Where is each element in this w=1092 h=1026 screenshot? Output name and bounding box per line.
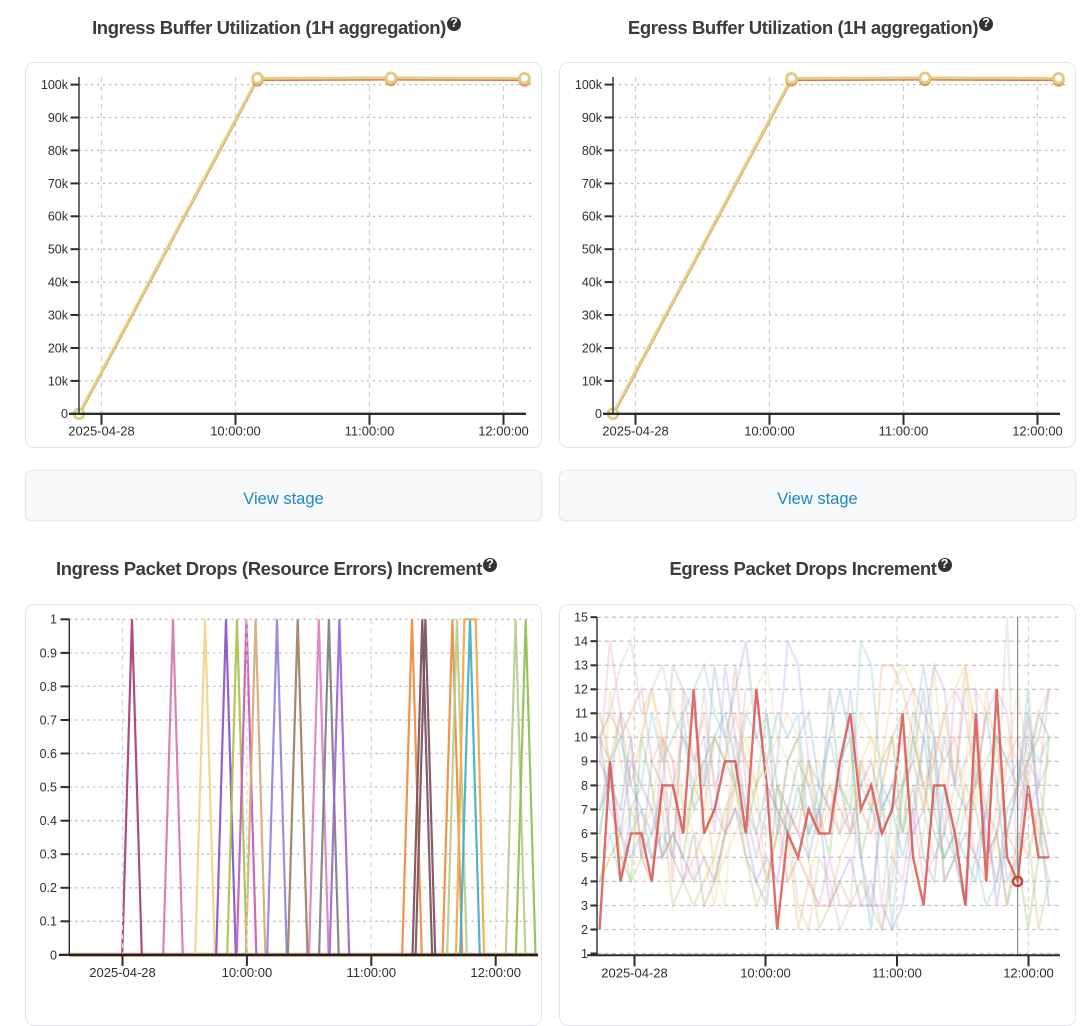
svg-text:20k: 20k	[48, 341, 69, 355]
svg-text:10: 10	[574, 731, 588, 745]
svg-text:10:00:00: 10:00:00	[210, 423, 261, 438]
svg-text:9: 9	[581, 755, 588, 769]
svg-text:6: 6	[581, 827, 588, 841]
svg-text:100k: 100k	[41, 78, 69, 92]
svg-text:0.8: 0.8	[40, 680, 57, 694]
svg-text:10:00:00: 10:00:00	[744, 423, 795, 438]
svg-text:15: 15	[574, 611, 588, 625]
svg-text:70k: 70k	[582, 177, 603, 191]
svg-text:2025-04-28: 2025-04-28	[601, 965, 668, 980]
svg-text:11:00:00: 11:00:00	[879, 423, 929, 438]
svg-text:11:00:00: 11:00:00	[346, 965, 396, 980]
svg-text:10k: 10k	[582, 374, 603, 388]
svg-text:0: 0	[61, 407, 68, 421]
svg-text:10k: 10k	[48, 374, 69, 388]
svg-text:100k: 100k	[575, 78, 603, 92]
svg-text:30k: 30k	[582, 308, 603, 322]
svg-text:80k: 80k	[48, 144, 69, 158]
svg-text:60k: 60k	[582, 210, 603, 224]
svg-text:4: 4	[581, 875, 588, 889]
svg-text:10:00:00: 10:00:00	[222, 965, 273, 980]
svg-text:0.4: 0.4	[40, 814, 57, 828]
svg-text:40k: 40k	[582, 276, 603, 290]
svg-text:30k: 30k	[48, 308, 69, 322]
svg-text:60k: 60k	[48, 210, 69, 224]
svg-text:12:00:00: 12:00:00	[1003, 965, 1054, 980]
svg-text:0.3: 0.3	[40, 848, 57, 862]
svg-text:12: 12	[574, 683, 588, 697]
svg-text:2025-04-28: 2025-04-28	[89, 965, 156, 980]
svg-text:80k: 80k	[582, 144, 603, 158]
svg-text:0.9: 0.9	[40, 646, 57, 660]
svg-text:1: 1	[581, 947, 588, 961]
svg-text:0.6: 0.6	[40, 747, 57, 761]
svg-text:0.2: 0.2	[40, 881, 57, 895]
svg-text:7: 7	[581, 803, 588, 817]
svg-text:90k: 90k	[582, 111, 603, 125]
svg-text:40k: 40k	[48, 276, 69, 290]
svg-text:0.1: 0.1	[40, 915, 57, 929]
svg-text:20k: 20k	[582, 341, 603, 355]
svg-text:11: 11	[575, 707, 588, 721]
svg-text:90k: 90k	[48, 111, 69, 125]
svg-text:50k: 50k	[48, 243, 69, 257]
svg-text:12:00:00: 12:00:00	[470, 965, 521, 980]
svg-text:10:00:00: 10:00:00	[740, 965, 791, 980]
svg-text:1: 1	[50, 613, 57, 627]
svg-text:0: 0	[595, 407, 602, 421]
svg-text:3: 3	[581, 899, 588, 913]
svg-text:8: 8	[581, 779, 588, 793]
svg-text:70k: 70k	[48, 177, 69, 191]
svg-text:12:00:00: 12:00:00	[1012, 423, 1063, 438]
svg-text:11:00:00: 11:00:00	[345, 423, 395, 438]
svg-text:0: 0	[50, 948, 57, 962]
svg-text:12:00:00: 12:00:00	[478, 423, 529, 438]
svg-text:11:00:00: 11:00:00	[872, 965, 922, 980]
svg-text:14: 14	[574, 635, 588, 649]
svg-text:50k: 50k	[582, 243, 603, 257]
svg-text:0.5: 0.5	[40, 781, 57, 795]
svg-text:2: 2	[581, 923, 588, 937]
svg-text:2025-04-28: 2025-04-28	[602, 423, 669, 438]
svg-text:2025-04-28: 2025-04-28	[68, 423, 135, 438]
svg-text:5: 5	[581, 851, 588, 865]
svg-text:13: 13	[574, 659, 588, 673]
svg-text:0.7: 0.7	[40, 713, 57, 727]
